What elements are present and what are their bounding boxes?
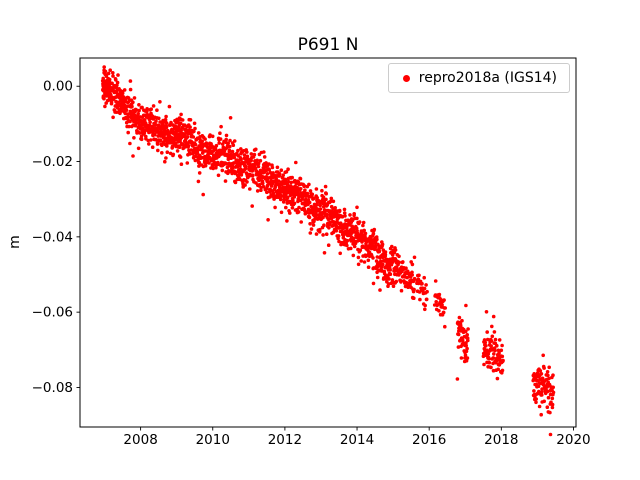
y-axis-label: m bbox=[7, 235, 23, 249]
legend: repro2018a (IGS14) bbox=[387, 63, 570, 93]
scatter-marker-icon bbox=[402, 74, 410, 82]
svg-text:2008: 2008 bbox=[123, 432, 157, 448]
svg-text:0.00: 0.00 bbox=[43, 79, 73, 95]
svg-text:−0.06: −0.06 bbox=[32, 305, 73, 321]
svg-text:2010: 2010 bbox=[196, 432, 230, 448]
legend-label: repro2018a (IGS14) bbox=[418, 70, 557, 86]
svg-text:2020: 2020 bbox=[556, 432, 590, 448]
svg-text:2018: 2018 bbox=[484, 432, 518, 448]
svg-text:−0.08: −0.08 bbox=[32, 380, 73, 396]
svg-text:−0.04: −0.04 bbox=[32, 229, 73, 245]
svg-text:−0.02: −0.02 bbox=[32, 154, 73, 170]
svg-text:2016: 2016 bbox=[412, 432, 446, 448]
svg-text:2012: 2012 bbox=[268, 432, 302, 448]
chart-title: P691 N bbox=[297, 35, 359, 55]
svg-text:2014: 2014 bbox=[340, 432, 374, 448]
